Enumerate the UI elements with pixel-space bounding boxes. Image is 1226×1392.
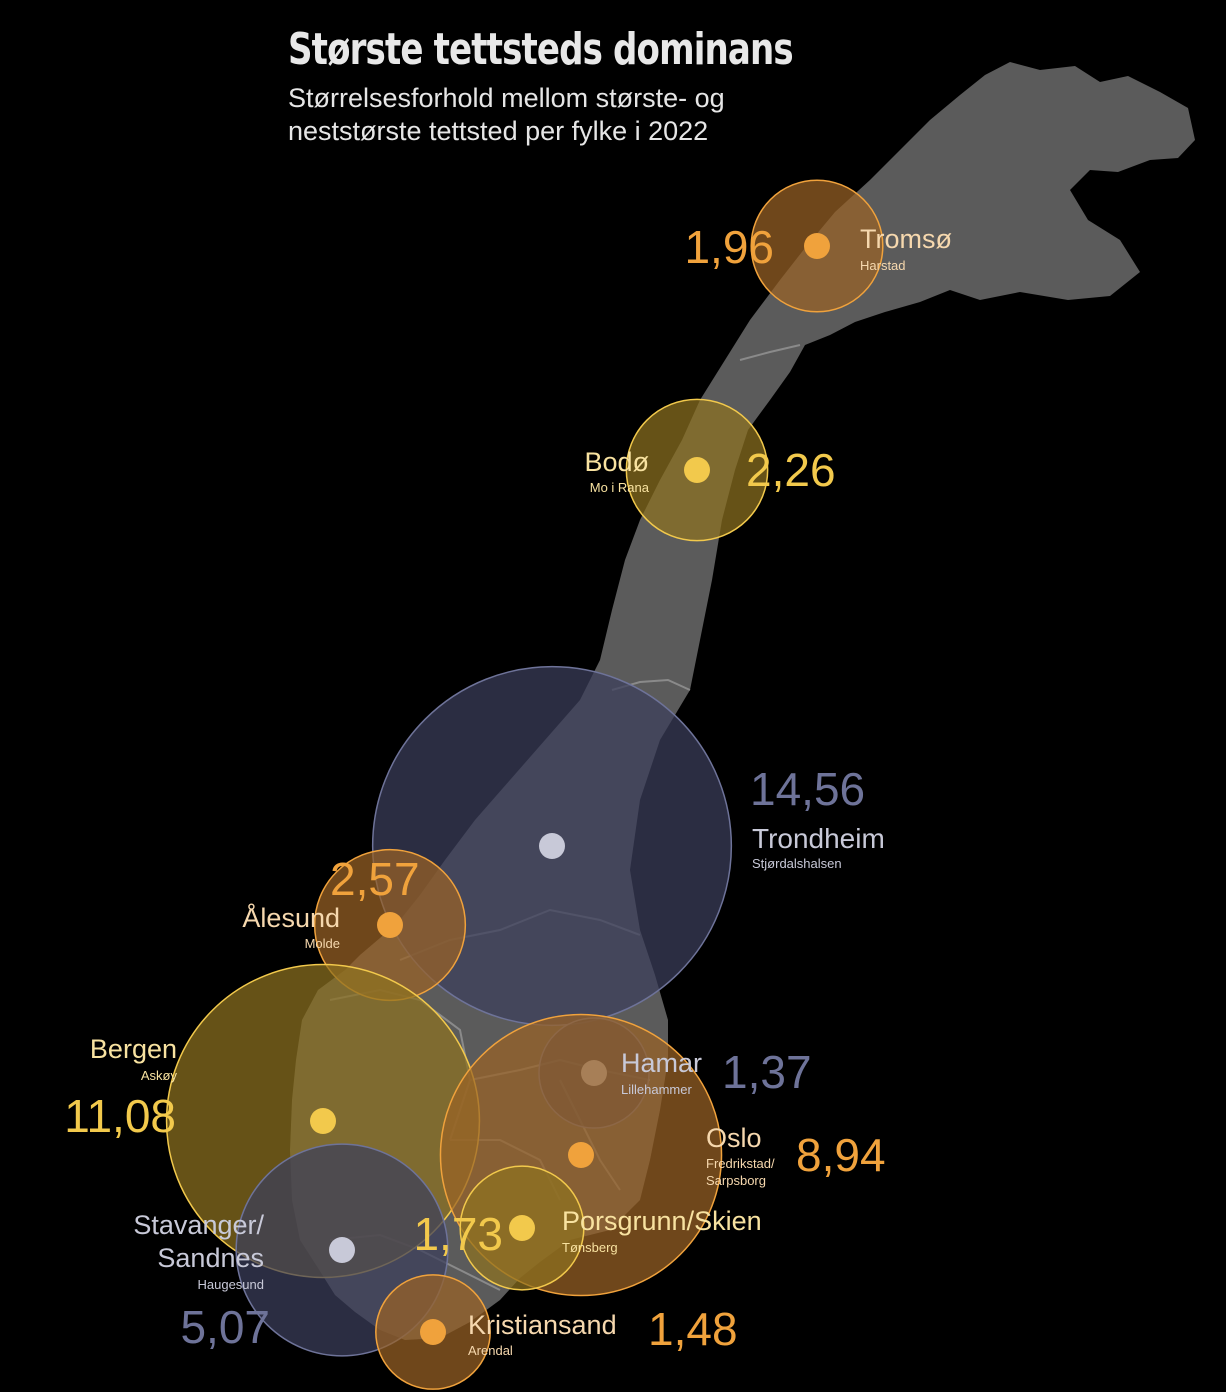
city-label-stavanger-line2: Sandnes [157, 1243, 264, 1273]
city-dot-alesund [377, 912, 403, 938]
second-label-bergen: Askøy [141, 1068, 178, 1083]
city-label-bodo: Bodø [584, 447, 649, 477]
city-label-oslo: Oslo [706, 1123, 762, 1153]
second-label-alesund: Molde [305, 936, 340, 951]
city-dot-tromso [804, 233, 830, 259]
second-label-tromso: Harstad [860, 258, 906, 273]
page-title: Største tettsteds dominans [288, 24, 794, 75]
city-dot-stavanger [329, 1237, 355, 1263]
city-dot-porsgrunn [509, 1215, 535, 1241]
city-dot-oslo [568, 1142, 594, 1168]
ratio-label-bergen: 11,08 [64, 1090, 176, 1142]
city-label-kristiansand: Kristiansand [468, 1310, 617, 1340]
city-dot-bodo [684, 457, 710, 483]
second-label-porsgrunn: Tønsberg [562, 1240, 618, 1255]
second-label-trondheim: Stjørdalshalsen [752, 856, 842, 871]
ratio-label-alesund: 2,57 [330, 853, 420, 905]
ratio-label-porsgrunn: 1,73 [413, 1208, 503, 1260]
city-label-stavanger-line1: Stavanger/ [133, 1210, 264, 1240]
city-label-trondheim: Trondheim [752, 823, 885, 854]
ratio-label-hamar: 1,37 [722, 1046, 812, 1098]
city-dot-bergen [310, 1108, 336, 1134]
second-label-kristiansand: Arendal [468, 1343, 513, 1358]
ratio-label-kristiansand: 1,48 [648, 1303, 738, 1355]
ratio-label-bodo: 2,26 [746, 444, 836, 496]
city-dot-kristiansand [420, 1319, 446, 1345]
city-label-porsgrunn: Porsgrunn/Skien [562, 1206, 762, 1236]
ratio-label-stavanger: 5,07 [180, 1301, 270, 1353]
second-label-oslo-line2: Sarpsborg [706, 1173, 766, 1188]
city-label-alesund: Ålesund [242, 902, 340, 933]
ratio-label-oslo: 8,94 [796, 1129, 886, 1181]
second-label-oslo-line1: Fredrikstad/ [706, 1156, 775, 1171]
city-dot-trondheim [539, 833, 565, 859]
city-label-bergen: Bergen [90, 1034, 177, 1064]
ratio-label-trondheim: 14,56 [750, 763, 865, 815]
page-subtitle: Størrelsesforhold mellom største- og nes… [288, 83, 725, 146]
second-label-stavanger: Haugesund [198, 1277, 265, 1292]
ratio-label-tromso: 1,96 [684, 221, 774, 273]
city-label-tromso: Tromsø [860, 224, 952, 254]
city-label-hamar: Hamar [621, 1048, 702, 1078]
second-label-bodo: Mo i Rana [590, 480, 650, 495]
second-label-hamar: Lillehammer [621, 1082, 692, 1097]
